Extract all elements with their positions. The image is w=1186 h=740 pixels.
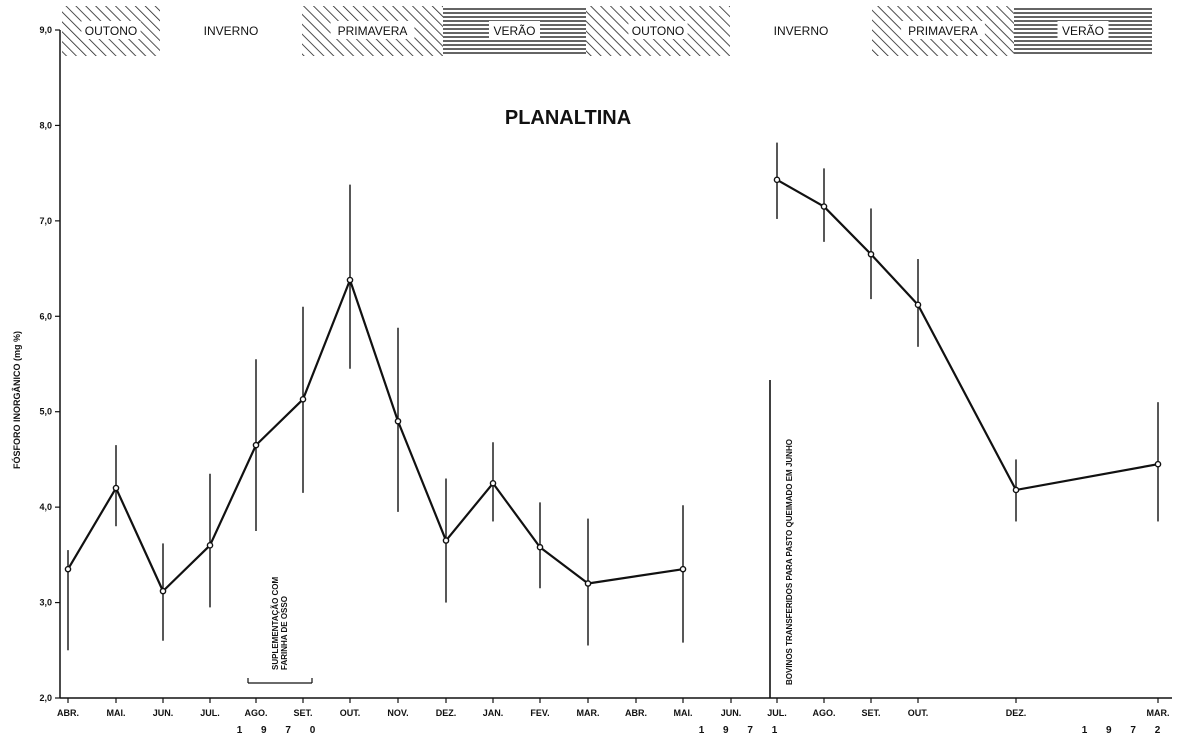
data-point	[394, 417, 402, 425]
y-tick-label: 8,0	[39, 120, 52, 130]
y-tick-label: 2,0	[39, 693, 52, 703]
data-point	[346, 276, 354, 284]
x-tick-label: MAI.	[107, 708, 126, 718]
y-tick-label: 7,0	[39, 216, 52, 226]
x-tick-label: AGO.	[244, 708, 267, 718]
x-tick-label: MAR.	[1147, 708, 1170, 718]
season-label: INVERNO	[204, 24, 259, 38]
axes: 2,0 3,0 4,0 5,0 6,0 7,0 8,0 9,0 ABR. MAI. JUN. JUL.…	[39, 25, 1172, 736]
y-tick-label: 6,0	[39, 311, 52, 321]
year-label: 1 9 7 2	[1082, 725, 1169, 736]
season-label: PRIMAVERA	[338, 24, 408, 38]
data-point	[1012, 486, 1020, 494]
y-axis-label: FÓSFORO INORGÂNICO (mg %)	[11, 331, 22, 469]
data-point	[773, 176, 781, 184]
x-tick-label: JUN.	[153, 708, 174, 718]
x-tick-label: JAN.	[483, 708, 504, 718]
x-tick-label: MAR.	[577, 708, 600, 718]
data-point	[584, 580, 592, 587]
data-point	[159, 587, 167, 595]
data-series	[64, 142, 1162, 651]
season-block: PRIMAVERA	[872, 6, 1014, 56]
data-point	[820, 203, 828, 210]
annotation-text: SUPLEMENTAÇÃO COM	[271, 576, 280, 670]
x-tick-label: NOV.	[387, 708, 408, 718]
annotation-text: FARINHA DE OSSO	[280, 596, 289, 670]
season-band: OUTONO INVERNO PRIMAVERA VERÃO OUTONO INVERNO…	[62, 6, 1152, 56]
data-point	[112, 484, 120, 492]
data-point	[489, 479, 497, 487]
season-label: OUTONO	[632, 24, 684, 38]
chart-title: PLANALTINA	[505, 107, 631, 129]
x-tick-label: ABR.	[57, 708, 79, 718]
x-tick-label: OUT.	[340, 708, 361, 718]
season-label: PRIMAVERA	[908, 24, 978, 38]
x-tick-label: DEZ.	[1006, 708, 1027, 718]
season-block: OUTONO	[586, 6, 730, 56]
x-tick-label: JUL.	[767, 708, 787, 718]
y-tick-label: 4,0	[39, 502, 52, 512]
season-block: VERÃO	[1014, 6, 1152, 56]
series	[773, 142, 1162, 522]
annotations: SUPLEMENTAÇÃO COM FARINHA DE OSSO BOVINOS …	[247, 380, 794, 698]
series	[64, 184, 687, 651]
series-line	[776, 178, 1159, 492]
season-label: INVERNO	[774, 24, 829, 38]
series-line	[67, 278, 684, 593]
data-point	[867, 250, 875, 258]
x-tick-label: JUN.	[721, 708, 742, 718]
transfer-annotation: BOVINOS TRANSFERIDOS PARA PASTO QUEIMADO…	[769, 380, 794, 698]
x-tick-label: OUT.	[908, 708, 929, 718]
data-point	[679, 565, 687, 573]
data-point	[1154, 460, 1162, 468]
data-point	[206, 542, 214, 549]
year-label: 1 9 7 1	[699, 725, 786, 736]
season-block: PRIMAVERA	[302, 6, 443, 56]
season-block: INVERNO	[204, 24, 259, 38]
x-tick-label: DEZ.	[436, 708, 457, 718]
annotation-text: BOVINOS TRANSFERIDOS PARA PASTO QUEIMADO…	[785, 439, 794, 685]
x-tick-label: MAI.	[674, 708, 693, 718]
data-point	[536, 543, 544, 551]
supplement-annotation: SUPLEMENTAÇÃO COM FARINHA DE OSSO	[247, 576, 313, 684]
season-block: OUTONO	[62, 6, 160, 56]
season-block: VERÃO	[443, 6, 586, 56]
x-tick-label: ABR.	[625, 708, 647, 718]
season-block: INVERNO	[774, 24, 829, 38]
x-tick-label: SET.	[861, 708, 880, 718]
data-point	[252, 441, 260, 449]
season-label: VERÃO	[1062, 24, 1104, 38]
x-tick-label: JUL.	[200, 708, 220, 718]
data-point	[64, 565, 72, 573]
x-tick-label: SET.	[293, 708, 312, 718]
y-tick-label: 9,0	[39, 25, 52, 35]
year-label: 1 9 7 0	[237, 725, 324, 736]
season-label: VERÃO	[493, 24, 535, 38]
data-point	[299, 396, 307, 403]
data-point	[442, 537, 450, 544]
y-tick-label: 3,0	[39, 598, 52, 608]
x-tick-label: AGO.	[812, 708, 835, 718]
y-tick-label: 5,0	[39, 407, 52, 417]
season-label: OUTONO	[85, 24, 137, 38]
data-point	[914, 301, 922, 309]
x-tick-label: FEV.	[530, 708, 549, 718]
